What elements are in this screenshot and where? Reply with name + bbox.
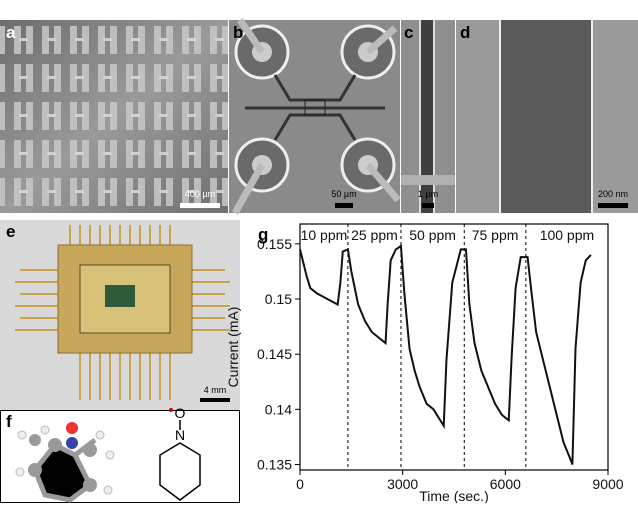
panel-a: 400 µm a: [0, 20, 228, 213]
annotation: 50 ppm: [409, 227, 456, 243]
atom-label: N: [175, 427, 185, 443]
plot-frame: [299, 223, 609, 471]
panel-label: c: [404, 23, 413, 42]
panel-label: b: [233, 23, 243, 42]
panel-label: a: [6, 23, 16, 42]
panel-c: 1 µm c: [401, 20, 455, 213]
panel-label: f: [6, 412, 12, 431]
annotation: 25 ppm: [351, 227, 398, 243]
scale-label: 1 µm: [418, 189, 438, 199]
scale-label: 50 µm: [331, 189, 356, 199]
y-tick-label: 0.135: [257, 456, 292, 472]
scale-label: 400 µm: [185, 189, 215, 199]
scale-label: 4 mm: [204, 385, 227, 395]
x-tick-label: 6000: [490, 476, 521, 492]
atom-label: O: [175, 405, 186, 421]
chart: 0 3000 6000 9000 0.135 0.14 0.145 0.15 0.155 Time…: [225, 223, 624, 504]
data-line: [299, 244, 592, 465]
annotation: 100 ppm: [540, 227, 594, 243]
panel-f: O N f: [0, 405, 240, 503]
scale-label: 200 nm: [598, 189, 628, 199]
y-tick-label: 0.14: [265, 401, 292, 417]
panel-d: 200 nm d: [456, 20, 638, 213]
y-tick-label: 0.145: [257, 346, 292, 362]
annotation: 75 ppm: [472, 227, 519, 243]
annotation: 10 ppm: [301, 227, 348, 243]
x-tick-label: 9000: [592, 476, 623, 492]
panel-label: g: [258, 225, 268, 244]
y-tick-label: 0.155: [257, 236, 292, 252]
x-tick-label: 3000: [387, 476, 418, 492]
x-tick-label: 0: [296, 476, 304, 492]
panel-e: 4 mm e: [0, 220, 240, 410]
panel-label: e: [6, 222, 15, 241]
y-tick-label: 0.15: [265, 291, 292, 307]
panel-label: d: [460, 23, 470, 42]
x-axis-label: Time (sec.): [419, 488, 488, 503]
panel-b: 50 µm b: [229, 18, 401, 215]
y-axis-label: Current (mA): [225, 307, 241, 388]
